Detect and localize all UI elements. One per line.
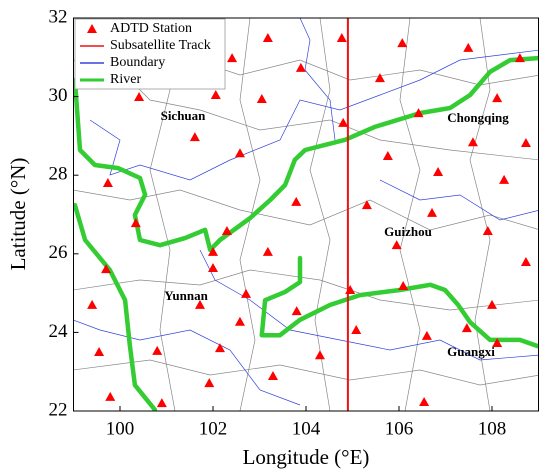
- station: [214, 343, 225, 353]
- y-tick-label: 28: [49, 164, 68, 185]
- station: [256, 93, 267, 103]
- station: [461, 323, 472, 333]
- legend-label: River: [110, 72, 141, 87]
- station: [427, 207, 438, 217]
- station: [345, 284, 356, 294]
- y-axis-label: Latitude (°N): [6, 158, 30, 271]
- station: [336, 33, 347, 43]
- y-tick-label: 30: [49, 85, 68, 106]
- y-tick-label: 24: [49, 321, 69, 342]
- station: [499, 174, 510, 184]
- station: [492, 338, 503, 348]
- station: [210, 90, 221, 100]
- station: [262, 33, 273, 43]
- station: [234, 316, 245, 326]
- station: [291, 196, 302, 206]
- station: [398, 281, 409, 291]
- x-axis-label: Longitude (°E): [243, 445, 370, 469]
- legend-marker: [87, 24, 97, 33]
- legend-label: Subsatellite Track: [110, 38, 211, 53]
- station: [351, 325, 362, 335]
- x-tick-label: 102: [199, 418, 228, 439]
- x-tick-label: 106: [385, 418, 414, 439]
- station: [189, 132, 200, 142]
- station: [487, 299, 497, 309]
- station: [94, 347, 105, 357]
- station: [208, 246, 218, 256]
- station: [194, 299, 205, 309]
- station: [204, 378, 215, 388]
- station: [227, 53, 238, 63]
- station: [520, 257, 531, 267]
- station: [482, 226, 493, 236]
- station: [152, 345, 163, 355]
- series-layer: [73, 18, 539, 411]
- station: [467, 137, 478, 147]
- data-layer: [73, 18, 539, 411]
- y-tick-label: 22: [49, 399, 68, 420]
- station: [361, 200, 372, 210]
- x-tick-label: 108: [478, 418, 507, 439]
- station: [291, 306, 302, 316]
- station: [338, 117, 349, 127]
- station: [234, 148, 245, 158]
- station: [419, 396, 430, 406]
- station: [492, 93, 503, 103]
- station: [382, 150, 393, 160]
- station: [156, 398, 167, 408]
- station: [413, 108, 424, 118]
- region-label: Yunnan: [164, 288, 208, 303]
- station: [105, 391, 116, 401]
- station: [130, 218, 141, 228]
- region-label: Guizhou: [384, 224, 432, 239]
- station: [87, 299, 98, 309]
- station: [101, 264, 112, 274]
- region-label: Sichuan: [161, 108, 207, 123]
- region-label: Guangxi: [447, 344, 495, 359]
- y-tick-label: 26: [49, 242, 68, 263]
- legend-label: ADTD Station: [110, 21, 192, 36]
- station: [520, 137, 531, 147]
- station: [514, 53, 525, 63]
- x-tick-label: 100: [106, 418, 135, 439]
- station: [102, 178, 113, 188]
- legend-label: Boundary: [110, 55, 165, 70]
- station: [374, 73, 385, 83]
- legend-box: [74, 18, 226, 90]
- station: [262, 246, 273, 256]
- station: [221, 226, 232, 236]
- region-label: Chongqing: [447, 110, 509, 125]
- river: [73, 55, 539, 411]
- station: [433, 167, 444, 177]
- station: [421, 330, 432, 340]
- station: [241, 288, 252, 298]
- x-tick-label: 104: [292, 418, 321, 439]
- station: [397, 38, 408, 48]
- station: [208, 262, 218, 272]
- station: [314, 350, 325, 360]
- station: [134, 91, 145, 101]
- station: [391, 240, 402, 250]
- station: [295, 62, 306, 72]
- station: [463, 42, 474, 52]
- station: [267, 371, 278, 381]
- y-tick-label: 32: [49, 6, 68, 27]
